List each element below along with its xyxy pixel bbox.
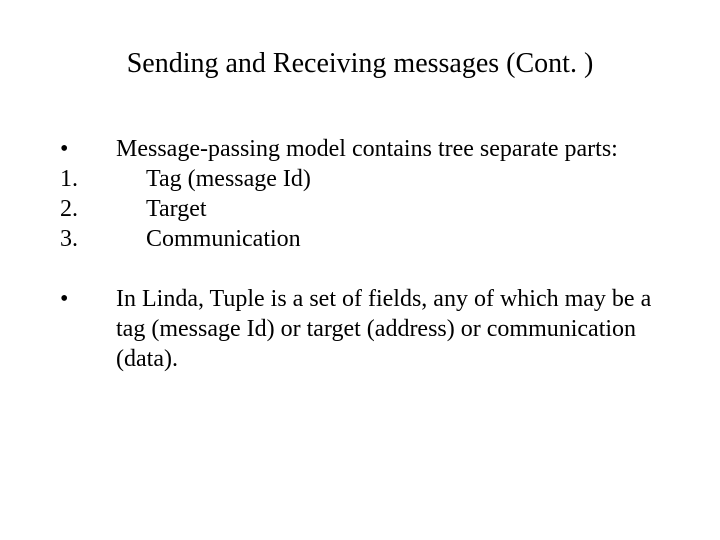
bullet-item-1: • Message-passing model contains tree se…	[60, 134, 660, 164]
slide-title: Sending and Receiving messages (Cont. )	[60, 48, 660, 80]
number-marker: 1.	[60, 164, 116, 194]
bullet-marker: •	[60, 134, 116, 164]
numbered-text: Tag (message Id)	[116, 164, 660, 194]
numbered-item-2: 2. Target	[60, 194, 660, 224]
numbered-text: Target	[116, 194, 660, 224]
bullet-text: In Linda, Tuple is a set of fields, any …	[116, 284, 660, 374]
slide: Sending and Receiving messages (Cont. ) …	[0, 0, 720, 540]
paragraph-gap	[60, 254, 660, 284]
bullet-text: Message-passing model contains tree sepa…	[116, 134, 660, 164]
number-marker: 3.	[60, 224, 116, 254]
number-marker: 2.	[60, 194, 116, 224]
bullet-marker: •	[60, 284, 116, 314]
numbered-text: Communication	[116, 224, 660, 254]
bullet-item-2: • In Linda, Tuple is a set of fields, an…	[60, 284, 660, 374]
numbered-item-1: 1. Tag (message Id)	[60, 164, 660, 194]
slide-body: • Message-passing model contains tree se…	[60, 134, 660, 374]
numbered-item-3: 3. Communication	[60, 224, 660, 254]
